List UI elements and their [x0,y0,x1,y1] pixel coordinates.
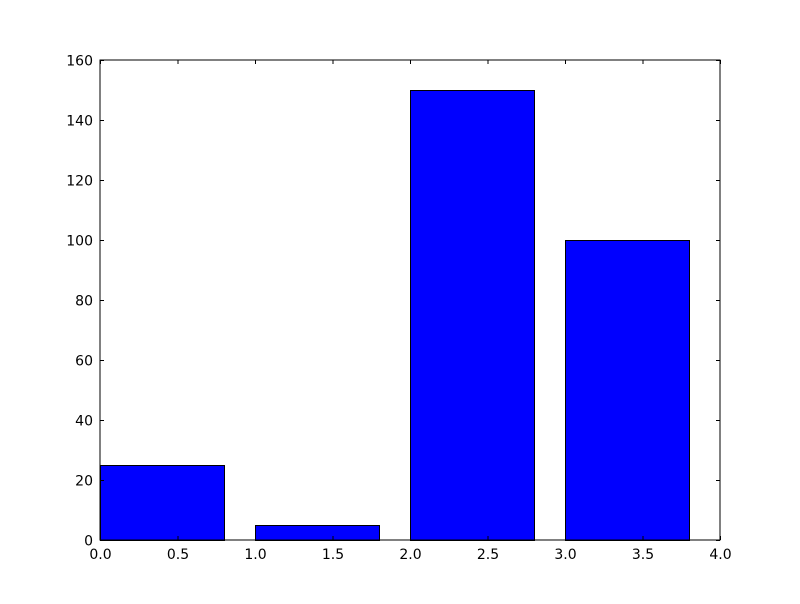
y-tick-label: 80 [75,294,93,310]
x-tick-label: 3.5 [632,547,654,563]
y-axis: 0 20 40 60 80 100 120 140 160 [66,54,720,550]
y-tick-label: 140 [66,114,93,130]
y-tick-label: 0 [84,534,93,550]
y-tick-label: 20 [75,474,93,490]
y-tick-label: 40 [75,414,93,430]
y-tick-label: 60 [75,354,93,370]
bar-0 [100,465,225,541]
x-tick-label: 0.5 [167,547,189,563]
x-tick-label: 1.0 [244,547,266,563]
bar-3 [565,240,690,541]
x-tick-label: 3.0 [554,547,576,563]
x-tick-label: 0.0 [89,547,111,563]
bar-2 [410,90,535,541]
bar-1 [255,525,380,541]
x-tick-label: 4.0 [709,547,731,563]
bars [100,90,690,541]
y-tick-label: 100 [66,234,93,250]
x-axis: 0.0 0.5 1.0 1.5 2.0 2.5 3.0 3.5 4.0 [89,60,732,563]
y-tick-label: 120 [66,174,93,190]
x-tick-label: 2.0 [399,547,421,563]
x-tick-label: 1.5 [322,547,344,563]
y-tick-label: 160 [66,54,93,70]
x-tick-label: 2.5 [477,547,499,563]
